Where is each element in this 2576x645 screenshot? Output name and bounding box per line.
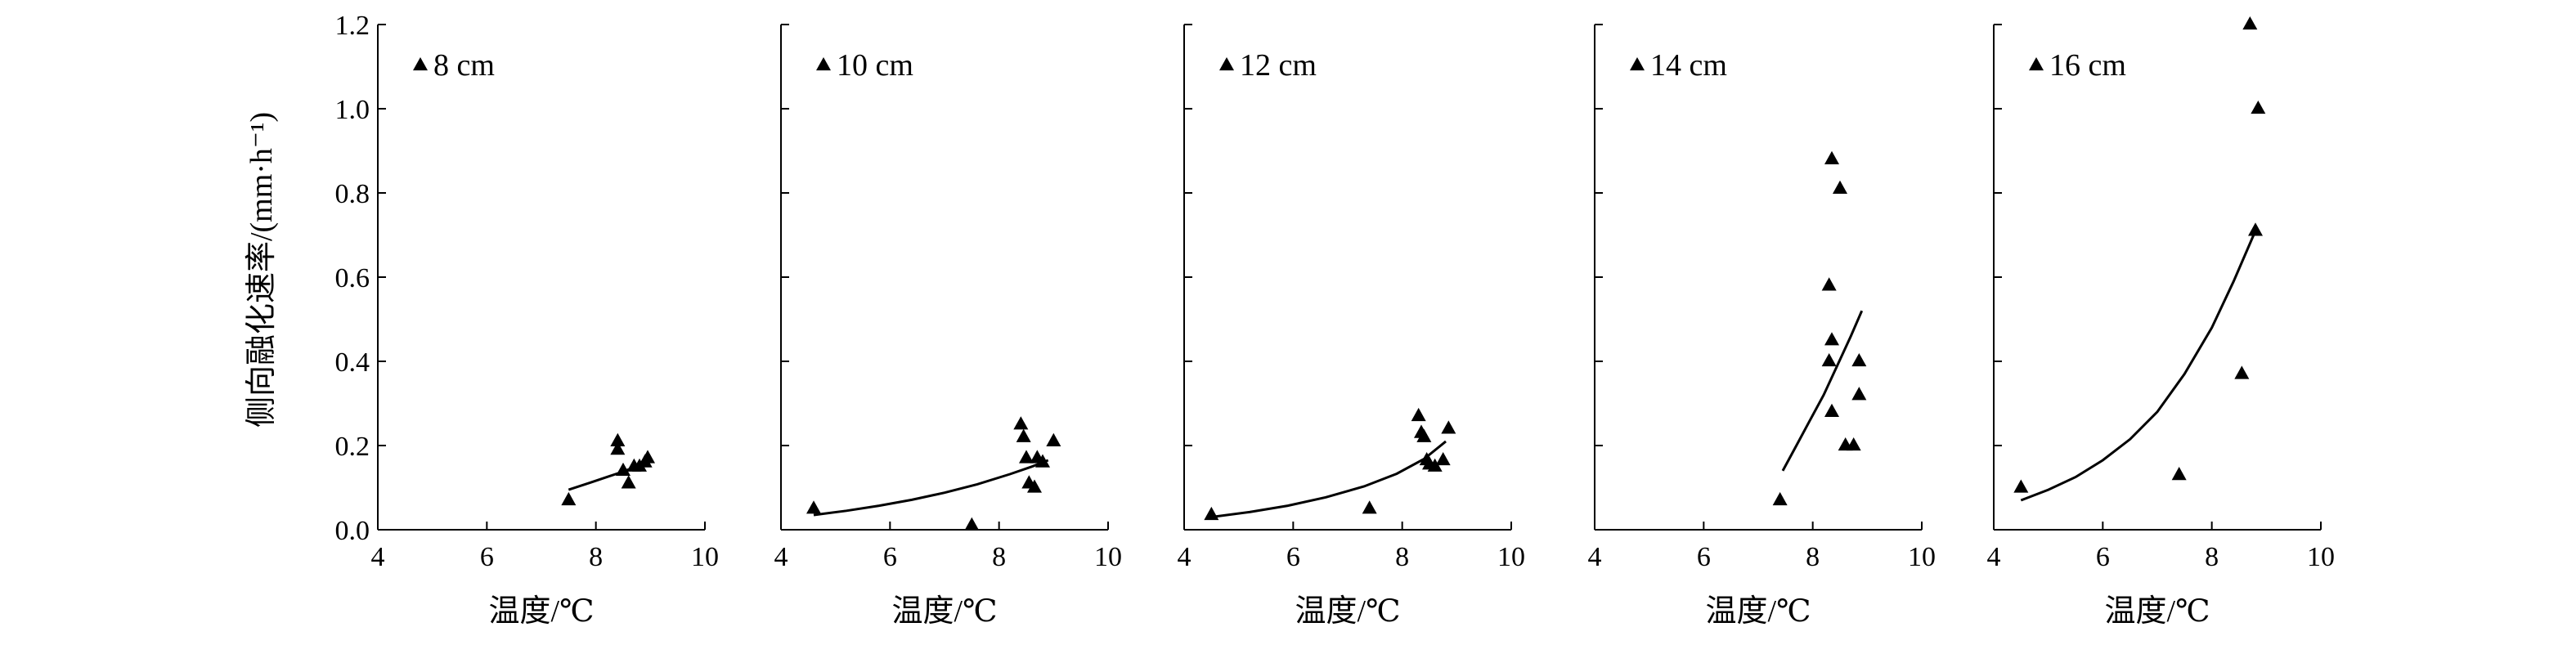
x-tick-label: 6 — [480, 542, 494, 572]
x-tick-label: 4 — [1588, 542, 1602, 572]
fit-curve — [1211, 440, 1447, 518]
x-tick-label: 10 — [1094, 542, 1122, 572]
data-point — [1362, 500, 1377, 514]
data-point — [2013, 479, 2029, 493]
x-tick-label: 4 — [774, 542, 788, 572]
x-tick-label: 8 — [589, 542, 603, 572]
x-tick-label: 8 — [1806, 542, 1820, 572]
data-point — [1411, 407, 1426, 422]
x-tick-label: 6 — [1286, 542, 1300, 572]
x-tick-label: 4 — [371, 542, 385, 572]
data-point — [1851, 387, 1867, 401]
data-point — [1013, 416, 1029, 430]
y-tick-label: 0.0 — [335, 516, 370, 546]
data-point — [1016, 428, 1031, 442]
data-point — [1851, 352, 1867, 367]
data-point — [1019, 450, 1034, 464]
y-tick-label: 1.0 — [335, 95, 370, 125]
legend-marker — [2029, 56, 2044, 71]
panel: 0.0 0.2 0.4 0.6 0.8 1.0 1.2 4 6 8 10 温度/℃ 8 cm — [335, 11, 720, 629]
data-point — [1046, 432, 1061, 447]
y-tick-label: 0.6 — [335, 263, 370, 293]
x-tick-label: 8 — [1395, 542, 1409, 572]
legend-label: 12 cm — [1240, 48, 1317, 83]
panel: 4 6 8 10 温度/℃ 16 cm — [1987, 16, 2335, 629]
legend-label: 10 cm — [837, 48, 913, 83]
panel: 4 6 8 10 温度/℃ 10 cm — [774, 24, 1122, 629]
x-tick-label: 6 — [883, 542, 897, 572]
data-point — [1035, 454, 1050, 468]
data-point — [1833, 180, 1847, 195]
data-point — [2171, 467, 2187, 481]
x-tick-label: 8 — [992, 542, 1006, 572]
legend-label: 16 cm — [2049, 48, 2126, 83]
data-point — [610, 441, 626, 455]
data-point — [616, 462, 631, 477]
legend-marker — [413, 56, 428, 71]
data-point — [1824, 332, 1839, 346]
x-tick-label: 10 — [691, 542, 719, 572]
data-point — [2234, 365, 2250, 379]
data-point — [1821, 352, 1837, 367]
data-point — [1824, 150, 1839, 164]
x-tick-label: 8 — [2205, 542, 2219, 572]
data-point — [1772, 491, 1788, 506]
x-axis-title: 温度/℃ — [1295, 594, 1400, 629]
legend-label: 8 cm — [433, 48, 495, 83]
legend-marker — [1219, 56, 1234, 71]
x-axis-title: 温度/℃ — [2104, 594, 2210, 629]
x-tick-label: 10 — [1908, 542, 1936, 572]
panels: 0.0 0.2 0.4 0.6 0.8 1.0 1.2 4 6 8 10 温度/℃ 8 cm 4 6 8 10 温… — [335, 11, 2336, 629]
data-point — [1441, 420, 1456, 434]
data-point — [640, 450, 655, 464]
panel: 4 6 8 10 温度/℃ 12 cm — [1178, 24, 1525, 629]
data-point — [2248, 222, 2263, 236]
fit-curve — [1781, 310, 1864, 472]
data-point — [1435, 451, 1451, 466]
y-tick-label: 0.8 — [335, 179, 370, 209]
data-point — [621, 475, 636, 489]
data-point — [2251, 100, 2266, 114]
data-point — [1824, 403, 1839, 417]
data-point — [806, 500, 821, 514]
x-axis-title: 温度/℃ — [1705, 594, 1811, 629]
data-point — [561, 491, 577, 506]
x-tick-label: 10 — [1497, 542, 1525, 572]
fit-curve — [2020, 230, 2257, 502]
x-tick-label: 6 — [1697, 542, 1711, 572]
x-tick-label: 4 — [1987, 542, 2001, 572]
data-point — [964, 517, 980, 531]
fit-curve — [813, 459, 1049, 517]
legend-marker — [1630, 56, 1645, 71]
y-tick-label: 0.2 — [335, 432, 370, 462]
data-point — [1821, 277, 1837, 291]
legend-label: 14 cm — [1650, 48, 1727, 83]
data-point — [1027, 479, 1042, 493]
y-tick-label: 1.2 — [335, 11, 370, 41]
data-point — [1204, 506, 1219, 521]
x-axis-title: 温度/℃ — [488, 594, 594, 629]
data-point — [2242, 16, 2258, 30]
data-point — [610, 432, 626, 447]
data-point — [1416, 428, 1432, 442]
x-axis-title: 温度/℃ — [891, 594, 997, 629]
panel: 4 6 8 10 温度/℃ 14 cm — [1588, 24, 1936, 629]
x-tick-label: 10 — [2307, 542, 2335, 572]
data-point — [1427, 458, 1443, 472]
y-tick-label: 0.4 — [335, 347, 370, 378]
x-tick-label: 6 — [2096, 542, 2110, 572]
y-axis-title: 侧向融化速率/(mm·h⁻¹) — [245, 112, 279, 428]
x-tick-label: 4 — [1178, 542, 1192, 572]
legend-marker — [816, 56, 831, 71]
data-point — [1846, 437, 1861, 451]
